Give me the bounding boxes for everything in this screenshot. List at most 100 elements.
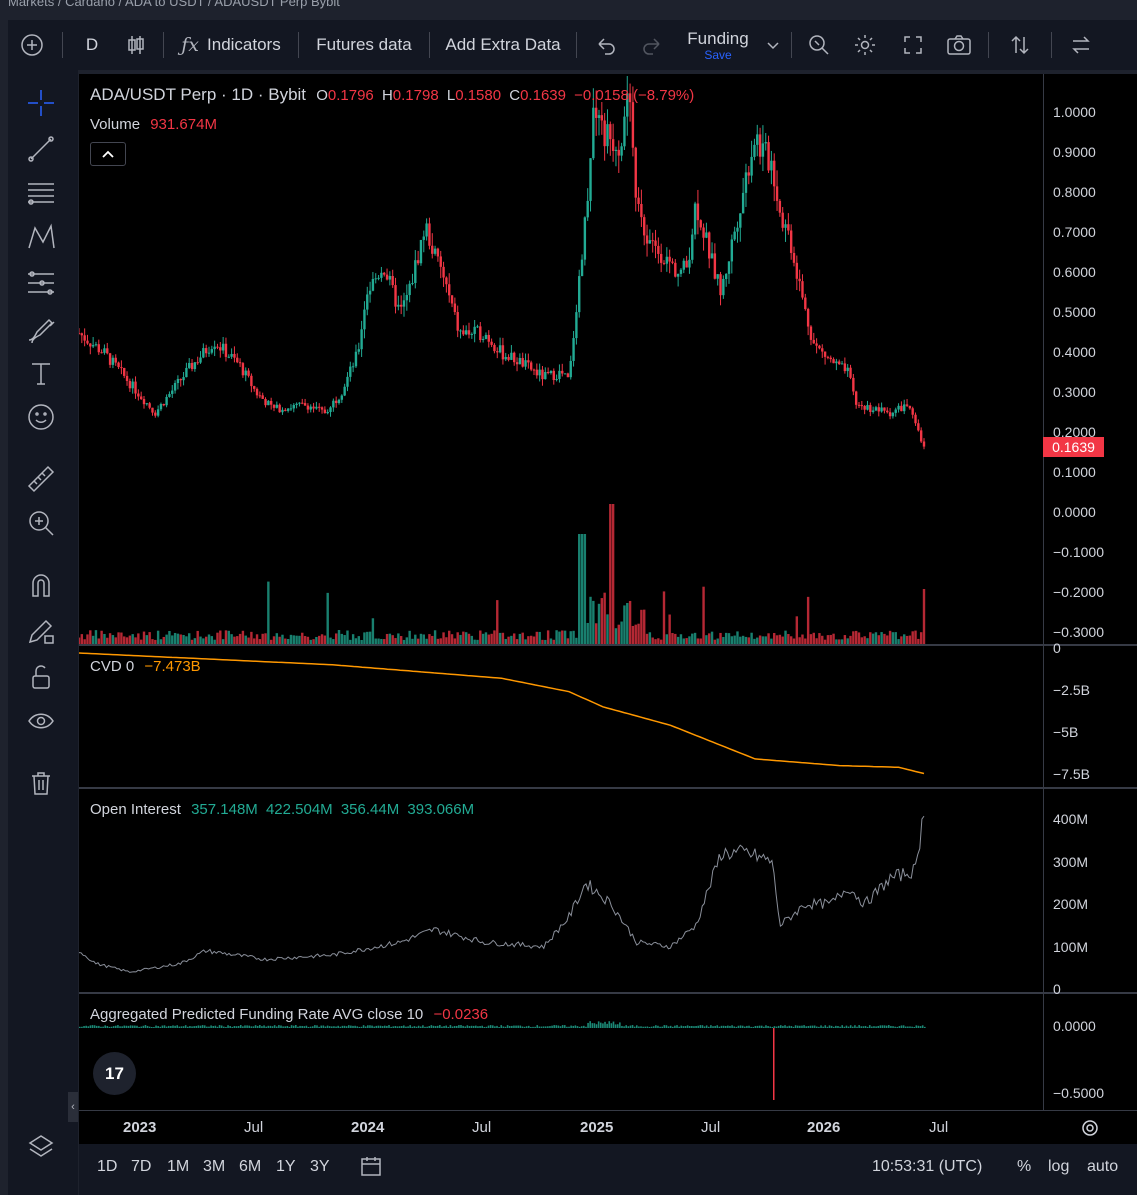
fullscreen-button[interactable] — [890, 20, 936, 70]
time-axis[interactable]: 2023 Jul 2024 Jul 2025 Jul 2026 Jul — [79, 1110, 1137, 1144]
funding-bar — [403, 1025, 405, 1028]
funding-bar — [364, 1026, 367, 1028]
delete-tool[interactable] — [24, 766, 58, 800]
price-candle — [253, 386, 256, 389]
log-toggle[interactable]: log — [1048, 1158, 1070, 1175]
breadcrumb[interactable]: Markets / Cardano / ADA to USDT / ADAUSD… — [8, 0, 340, 9]
magnet-tool[interactable] — [24, 568, 58, 602]
price-candle — [722, 278, 725, 296]
funding-bar — [223, 1026, 225, 1028]
swap-button[interactable] — [1058, 20, 1104, 70]
price-candle — [838, 361, 841, 365]
oi-axis-label: 400M — [1053, 811, 1089, 827]
funding-bar — [451, 1026, 454, 1028]
range-1y[interactable]: 1Y — [276, 1158, 296, 1175]
crosshair-tool[interactable] — [24, 86, 58, 120]
range-7d[interactable]: 7D — [131, 1158, 152, 1175]
volume-bar — [190, 639, 194, 644]
quick-search-button[interactable] — [798, 20, 840, 70]
collapse-sidebar-button[interactable]: ‹ — [68, 1092, 78, 1122]
auto-toggle[interactable]: auto — [1087, 1158, 1119, 1175]
snapshot-button[interactable] — [936, 20, 982, 70]
collapse-legend-button[interactable] — [90, 142, 126, 166]
chart-canvas[interactable] — [79, 74, 1137, 1110]
text-tool[interactable] — [24, 356, 58, 390]
range-3m[interactable]: 3M — [203, 1158, 226, 1175]
price-candle — [159, 404, 163, 410]
symbol-title[interactable]: ADA/USDT Perp · 1D · Bybit — [90, 85, 307, 104]
funding-bar — [813, 1025, 816, 1028]
settings-button[interactable] — [840, 20, 890, 70]
price-candle — [563, 373, 567, 375]
funding-bar — [400, 1026, 403, 1028]
axis-settings-button[interactable] — [1079, 1117, 1101, 1144]
price-candle — [165, 396, 168, 406]
ruler-tool[interactable] — [24, 462, 58, 496]
funding-bar — [807, 1025, 810, 1028]
tradingview-logo[interactable]: 17 — [93, 1052, 136, 1095]
volume-label[interactable]: Volume — [90, 116, 141, 133]
range-3y[interactable]: 3Y — [310, 1158, 330, 1175]
pattern-tool[interactable] — [24, 220, 58, 254]
prediction-tool[interactable] — [24, 266, 58, 300]
price-candle — [216, 346, 219, 348]
cvd-label[interactable]: CVD 0 — [90, 658, 135, 675]
indicators-button[interactable]: ƒx Indicators — [170, 20, 292, 70]
funding-bar — [786, 1026, 788, 1028]
funding-bar — [278, 1025, 280, 1028]
time-label-2026: 2026 — [807, 1119, 841, 1136]
trendline-tool[interactable] — [24, 132, 58, 166]
redo-button[interactable] — [629, 20, 675, 70]
funding-bar — [515, 1025, 517, 1028]
stay-drawing-tool[interactable] — [24, 614, 58, 648]
layers-icon — [28, 1135, 54, 1157]
funding-label[interactable]: Aggregated Predicted Funding Rate AVG cl… — [90, 1006, 424, 1023]
lock-tool[interactable] — [24, 660, 58, 694]
pane-separator[interactable] — [79, 992, 1137, 994]
fib-tool[interactable] — [24, 176, 58, 210]
volume-bar — [490, 633, 493, 644]
price-candle — [258, 395, 262, 397]
range-1m[interactable]: 1M — [167, 1158, 190, 1175]
layout-save-button[interactable]: Funding Save — [675, 20, 761, 70]
clock-display[interactable]: 10:53:31 (UTC) — [872, 1158, 983, 1175]
interval-button[interactable]: D — [85, 35, 99, 54]
volume-bar — [710, 631, 714, 644]
zoom-tool[interactable] — [24, 506, 58, 540]
add-symbol-button[interactable] — [8, 20, 56, 70]
futures-data-button[interactable]: Futures data — [316, 35, 412, 54]
price-axis[interactable] — [1043, 74, 1137, 1110]
pane-separator[interactable] — [79, 644, 1137, 646]
funding-bar — [91, 1025, 94, 1028]
price-candle — [900, 405, 903, 412]
date-range-button[interactable] — [359, 1154, 383, 1183]
range-1d[interactable]: 1D — [97, 1158, 118, 1175]
volume-bar — [320, 634, 324, 644]
brush-tool[interactable] — [24, 312, 58, 346]
volume-bar — [343, 635, 346, 644]
volume-bar — [804, 638, 807, 644]
object-tree-button[interactable] — [24, 1130, 58, 1164]
volume-bar — [626, 603, 629, 644]
compare-button[interactable] — [995, 20, 1045, 70]
pane-separator[interactable] — [79, 787, 1137, 789]
funding-bar — [193, 1026, 195, 1028]
price-candle — [597, 115, 601, 118]
volume-bar — [182, 634, 185, 644]
funding-bar — [911, 1026, 913, 1028]
price-candle — [829, 357, 832, 360]
layout-menu-button[interactable] — [761, 20, 785, 70]
hide-tool[interactable] — [24, 704, 58, 738]
funding-bar — [525, 1026, 528, 1028]
chart-type-button[interactable] — [115, 20, 157, 70]
volume-bar — [442, 632, 445, 644]
cvd-line — [79, 652, 925, 775]
volume-bar — [275, 633, 279, 644]
oi-label[interactable]: Open Interest — [90, 801, 181, 818]
price-candle — [323, 409, 327, 414]
undo-button[interactable] — [583, 20, 629, 70]
percent-toggle[interactable]: % — [1017, 1158, 1032, 1175]
add-extra-data-button[interactable]: Add Extra Data — [445, 35, 561, 54]
range-6m[interactable]: 6M — [239, 1158, 262, 1175]
emoji-tool[interactable] — [24, 400, 58, 434]
